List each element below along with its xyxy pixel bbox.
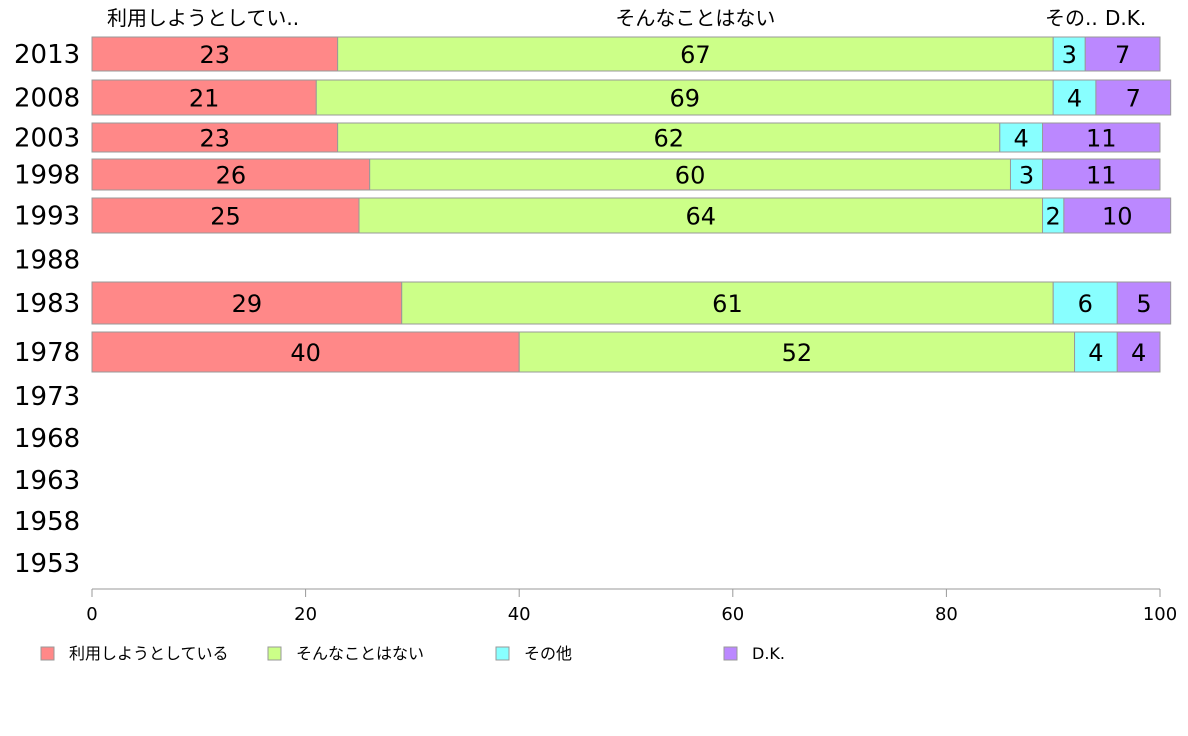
bar-segment-2008-2 — [1052, 79, 1097, 116]
bar-segment-2013-1 — [337, 36, 1054, 72]
bar-segment-1978-1 — [518, 331, 1076, 373]
year-label-2013: 2013 — [14, 40, 80, 70]
x-axis: 0 20 40 60 80 100 — [86, 588, 1177, 625]
legend-label-2: その他 — [524, 644, 572, 663]
x-tick-label-40: 40 — [508, 604, 531, 625]
bar-segment-1998-3 — [1042, 158, 1161, 191]
data-label-2008-3: 7 — [1126, 85, 1141, 113]
year-label-1968: 1968 — [14, 424, 80, 454]
legend-label-3: D.K. — [752, 644, 785, 663]
bar-segment-2003-0 — [91, 122, 339, 153]
x-tick-label-100: 100 — [1143, 604, 1177, 625]
year-label-1958: 1958 — [14, 507, 80, 537]
year-label-2008: 2008 — [14, 84, 80, 114]
data-label-2003-2: 4 — [1014, 125, 1029, 153]
data-label-1998-3: 11 — [1086, 162, 1117, 190]
year-label-1983: 1983 — [14, 289, 80, 319]
bar-segment-2003-1 — [337, 122, 1001, 153]
year-label-1953: 1953 — [14, 549, 80, 579]
data-label-1983-1: 61 — [712, 290, 743, 318]
data-label-2013-3: 7 — [1115, 41, 1130, 69]
data-label-2003-0: 23 — [200, 125, 231, 153]
bar-segment-1993-0 — [91, 197, 360, 234]
bar-segment-2008-0 — [91, 79, 317, 116]
bar-segment-1978-3 — [1116, 331, 1161, 373]
data-label-1998-0: 26 — [216, 162, 247, 190]
data-label-2013-1: 67 — [680, 41, 711, 69]
year-label-1998: 1998 — [14, 161, 80, 191]
bar-segment-2008-3 — [1095, 79, 1172, 116]
x-tick-label-80: 80 — [935, 604, 958, 625]
x-tick-label-0: 0 — [86, 604, 97, 625]
legend-label-1: そんなことはない — [296, 644, 424, 663]
bar-segment-1983-3 — [1116, 281, 1172, 325]
bar-segment-1978-0 — [91, 331, 520, 373]
legend-swatch-0 — [40, 646, 55, 661]
year-labels: 2013 2008 2003 1998 1993 1988 1983 1978 1973 1968… — [14, 40, 80, 579]
bar-segment-2013-3 — [1084, 36, 1161, 72]
data-label-2013-0: 23 — [200, 41, 231, 69]
bar-segment-1998-0 — [91, 158, 371, 191]
series-header-1: そんなことはない — [615, 6, 775, 30]
data-label-1993-1: 64 — [685, 203, 716, 231]
bar-segment-1983-0 — [91, 281, 403, 325]
bar-segment-2013-2 — [1052, 36, 1086, 72]
x-tick-label-60: 60 — [721, 604, 744, 625]
legend: 利用しようとしている そんなことはない その他 D.K. — [40, 644, 785, 663]
legend-swatch-2 — [495, 646, 510, 661]
bar-segment-2003-3 — [1042, 122, 1161, 153]
bar-segment-1978-2 — [1074, 331, 1118, 373]
data-label-2003-1: 62 — [653, 125, 684, 153]
legend-swatch-3 — [723, 646, 738, 661]
data-label-1978-0: 40 — [290, 339, 321, 367]
year-label-2003: 2003 — [14, 124, 80, 154]
data-label-1983-0: 29 — [232, 290, 263, 318]
data-label-2008-1: 69 — [669, 85, 700, 113]
bar-segment-1993-1 — [358, 197, 1044, 234]
bar-segment-2008-1 — [315, 79, 1054, 116]
data-label-1983-2: 6 — [1078, 290, 1093, 318]
x-tick-label-20: 20 — [294, 604, 317, 625]
year-label-1963: 1963 — [14, 466, 80, 496]
bar-segment-1983-1 — [401, 281, 1054, 325]
data-label-1978-3: 4 — [1131, 339, 1146, 367]
data-label-2008-2: 4 — [1067, 85, 1082, 113]
data-label-1978-2: 4 — [1088, 339, 1103, 367]
data-label-1993-3: 10 — [1102, 203, 1133, 231]
data-label-2003-3: 11 — [1086, 125, 1117, 153]
data-label-2008-0: 21 — [189, 85, 220, 113]
bar-segment-1993-3 — [1063, 197, 1172, 234]
series-header-3: D.K. — [1105, 6, 1146, 30]
data-label-1983-3: 5 — [1136, 290, 1151, 318]
year-label-1988: 1988 — [14, 246, 80, 276]
bar-segment-2013-0 — [91, 36, 339, 72]
data-label-2013-2: 3 — [1062, 41, 1077, 69]
bar-segment-1983-2 — [1052, 281, 1118, 325]
legend-label-0: 利用しようとしている — [69, 644, 229, 663]
data-label-1998-1: 60 — [675, 162, 706, 190]
series-header-0: 利用しようとしてい.. — [107, 6, 299, 30]
year-label-1973: 1973 — [14, 382, 80, 412]
data-label-1993-2: 2 — [1046, 203, 1061, 231]
bar-segment-1998-1 — [369, 158, 1011, 191]
year-label-1993: 1993 — [14, 202, 80, 232]
data-label-1998-2: 3 — [1019, 162, 1034, 190]
data-label-1978-1: 52 — [782, 339, 813, 367]
series-header-labels: 利用しようとしてい.. そんなことはない その.. D.K. — [107, 6, 1146, 30]
year-label-1978: 1978 — [14, 338, 80, 368]
data-label-1993-0: 25 — [210, 203, 241, 231]
series-header-2: その.. — [1045, 6, 1098, 30]
legend-swatch-1 — [267, 646, 282, 661]
